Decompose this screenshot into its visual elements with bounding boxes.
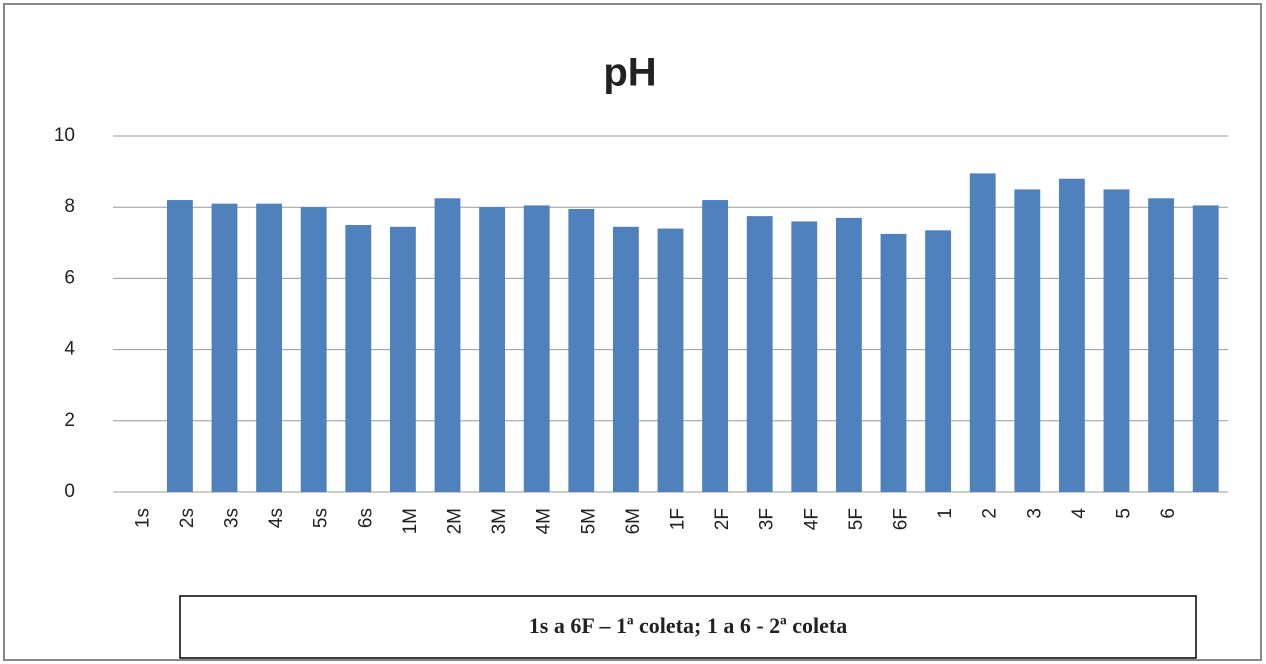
- x-tick-label: 3F: [757, 508, 778, 530]
- x-tick-label: 2: [980, 508, 1001, 519]
- y-tick-label: 4: [64, 339, 75, 360]
- x-tick-label: 4: [1069, 508, 1090, 519]
- y-tick-label: 8: [64, 196, 75, 217]
- bar: [880, 233, 907, 492]
- x-tick-label: 3: [1024, 508, 1045, 519]
- y-tick-label: 6: [64, 267, 75, 288]
- x-tick-label: 4F: [801, 508, 822, 530]
- bar: [568, 208, 595, 493]
- x-tick-label: 2M: [445, 508, 466, 534]
- x-tick-label: 1F: [668, 508, 689, 530]
- bar: [211, 203, 238, 492]
- x-tick-label: 5: [1114, 508, 1135, 519]
- bar: [1103, 189, 1130, 492]
- x-tick-label: 1s: [132, 508, 153, 528]
- bar: [746, 216, 773, 492]
- bar: [523, 205, 550, 493]
- bar: [300, 207, 327, 492]
- x-tick-label: 6M: [623, 508, 644, 534]
- x-tick-label: 3s: [222, 508, 243, 528]
- x-tick-label: 1M: [400, 508, 421, 534]
- bar: [1014, 189, 1041, 492]
- caption-box: [179, 595, 1197, 659]
- bar: [166, 200, 193, 492]
- x-tick-label: 5M: [578, 508, 599, 534]
- bar: [925, 230, 952, 492]
- x-tick-label: 1: [935, 508, 956, 519]
- bar: [702, 200, 729, 492]
- y-tick-label: 2: [64, 410, 75, 431]
- x-tick-label: 3M: [489, 508, 510, 534]
- bar: [345, 225, 372, 492]
- bar: [256, 203, 283, 492]
- chart-title: pH: [603, 51, 656, 95]
- bar: [612, 226, 639, 492]
- x-tick-label: 4M: [534, 508, 555, 534]
- x-tick-label: 5s: [311, 508, 332, 528]
- y-tick-label: 10: [54, 125, 75, 146]
- x-tick-label: 2F: [712, 508, 733, 530]
- bar: [389, 226, 416, 492]
- x-tick-label: 4s: [266, 508, 287, 528]
- bar: [1058, 178, 1085, 492]
- bar: [835, 217, 862, 492]
- bar: [434, 198, 461, 493]
- x-tick-label: 6s: [355, 508, 376, 528]
- bar: [1148, 198, 1175, 493]
- bar: [657, 228, 684, 492]
- y-tick-label: 0: [64, 481, 75, 502]
- bar: [969, 173, 996, 492]
- x-tick-label: 6: [1158, 508, 1179, 519]
- bar: [791, 221, 818, 492]
- x-tick-label: 6F: [891, 508, 912, 530]
- x-tick-label: 2s: [177, 508, 198, 528]
- caption: 1s a 6F – 1ª coleta; 1 a 6 - 2ª coleta: [529, 613, 847, 638]
- bar: [479, 207, 506, 492]
- bar: [1192, 205, 1219, 493]
- x-tick-label: 5F: [846, 508, 867, 530]
